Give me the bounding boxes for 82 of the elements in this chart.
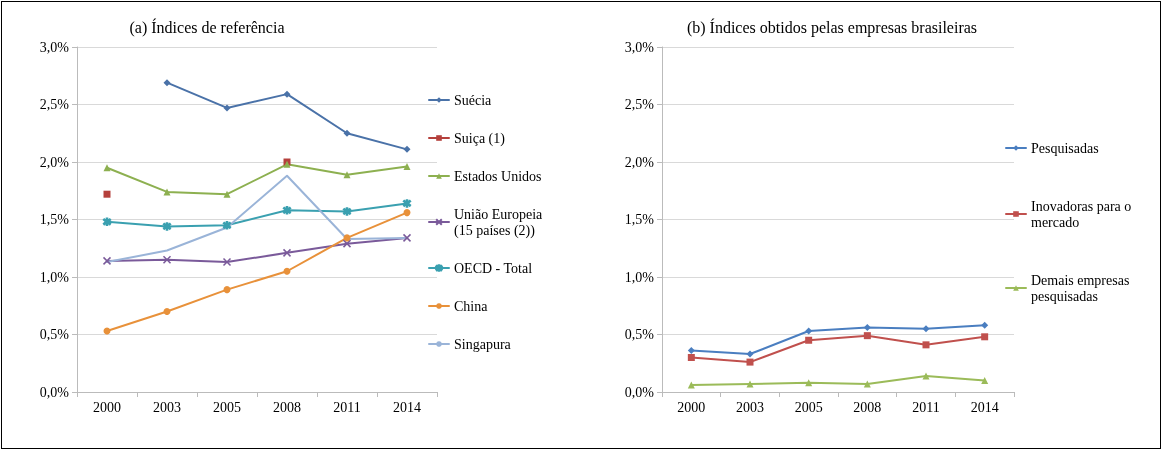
x-tick-label: 2014: [393, 399, 421, 415]
x-tick-label: 2003: [153, 399, 181, 415]
y-tick-label: 1,0%: [624, 269, 655, 285]
chart-title: (b) Índices obtidos pelas empresas brasileiras: [686, 17, 978, 37]
y-tick-label: 2,5%: [624, 97, 655, 112]
point: [342, 207, 352, 216]
point: [805, 327, 813, 335]
point: [283, 267, 291, 275]
point: [282, 248, 292, 258]
point: [981, 377, 989, 384]
x-tick-label: 2008: [853, 399, 882, 415]
x-tick-label: 2005: [794, 399, 823, 415]
point: [687, 347, 695, 355]
legend-label: União Europeia (15 países (2)): [454, 206, 546, 239]
point: [863, 324, 871, 332]
y-tick-label: 0,0%: [624, 384, 655, 400]
y-tick-label: 2,0%: [39, 154, 70, 170]
point: [687, 354, 695, 361]
y-tick-label: 3,0%: [39, 39, 70, 55]
point: [922, 325, 930, 333]
point: [222, 221, 232, 230]
legend-label: OECD - Total: [454, 260, 533, 276]
point: [223, 104, 231, 112]
y-tick-label: 0,0%: [39, 384, 70, 400]
legend-label: Suiça (1): [454, 130, 506, 147]
x-tick-label: 2005: [213, 399, 241, 415]
x-tick-label: 2000: [93, 399, 121, 415]
point: [223, 286, 231, 294]
legend-label: China: [454, 298, 489, 314]
point: [282, 206, 292, 215]
point: [402, 233, 412, 243]
x-tick-label: 2008: [273, 399, 301, 415]
point: [102, 256, 112, 266]
point: [162, 255, 172, 264]
point: [746, 358, 754, 366]
point: [805, 336, 813, 344]
point: [922, 372, 930, 380]
point: [343, 129, 351, 137]
legend-label: Pesquisadas: [1031, 140, 1099, 156]
point: [746, 380, 754, 388]
y-tick-label: 3,0%: [624, 39, 655, 55]
x-tick-label: 2000: [677, 399, 706, 415]
point: [163, 308, 171, 315]
y-tick-label: 1,5%: [39, 212, 70, 227]
point: [102, 217, 112, 227]
point: [746, 350, 754, 358]
point: [342, 239, 352, 248]
legend-label: Singapura: [454, 336, 512, 352]
point: [863, 332, 871, 340]
y-tick-label: 2,5%: [39, 97, 70, 112]
point: [403, 163, 411, 171]
point: [403, 209, 411, 217]
point: [687, 381, 695, 389]
point: [103, 164, 111, 172]
point: [163, 79, 171, 87]
x-tick-label: 2011: [912, 399, 940, 415]
point: [402, 199, 412, 208]
point: [343, 171, 351, 179]
legend-label: Suécia: [454, 92, 493, 108]
legend-label: Demais empresas pesquisadas: [1031, 272, 1133, 304]
x-tick-label: 2014: [970, 399, 999, 415]
point: [162, 222, 172, 231]
x-tick-label: 2003: [736, 399, 764, 415]
y-tick-label: 1,5%: [624, 212, 655, 227]
x-tick-label: 2011: [333, 399, 361, 415]
point: [163, 188, 171, 196]
chart-title: (a) Índices de referência: [129, 17, 285, 37]
legend-label: Estados Unidos: [454, 168, 542, 184]
point: [403, 145, 411, 153]
point: [223, 190, 231, 198]
point: [103, 190, 111, 198]
point: [981, 333, 989, 341]
point: [922, 341, 930, 349]
point: [283, 90, 291, 98]
legend-label: Inovadoras para o mercado: [1031, 198, 1135, 230]
y-tick-label: 0,5%: [39, 327, 70, 342]
y-tick-label: 2,0%: [624, 154, 655, 170]
point: [222, 257, 232, 267]
y-tick-label: 1,0%: [39, 269, 70, 285]
line-series: [106, 174, 408, 264]
y-tick-label: 0,5%: [624, 327, 655, 342]
point: [981, 321, 989, 329]
